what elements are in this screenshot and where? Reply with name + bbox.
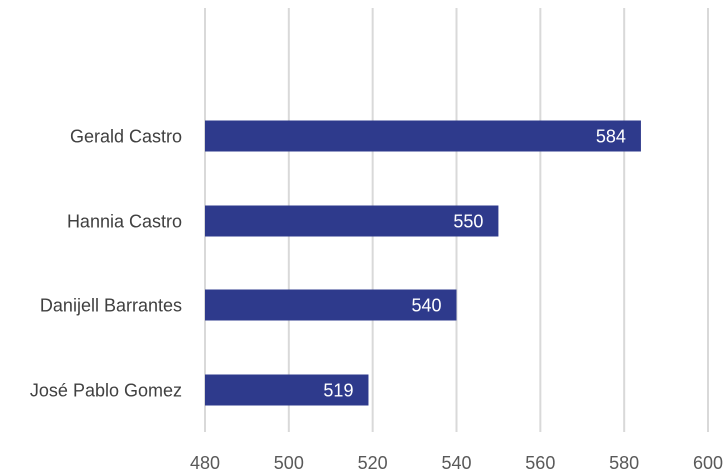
x-axis-tick-labels: 480 500 520 540 560 580 600: [190, 453, 723, 473]
bar: [205, 120, 641, 152]
x-tick-label: 580: [609, 453, 639, 473]
data-label: 550: [453, 212, 483, 232]
x-tick-label: 520: [358, 453, 388, 473]
category-label: Gerald Castro: [70, 127, 182, 147]
x-tick-label: 600: [693, 453, 723, 473]
x-tick-label: 540: [441, 453, 471, 473]
bar: [205, 205, 499, 237]
x-tick-label: 480: [190, 453, 220, 473]
data-label: 540: [411, 296, 441, 316]
bar: [205, 289, 457, 321]
category-label: Danijell Barrantes: [40, 296, 182, 316]
x-tick-label: 500: [274, 453, 304, 473]
category-label: Hannia Castro: [67, 212, 182, 232]
bar: [205, 374, 369, 406]
x-tick-label: 560: [525, 453, 555, 473]
data-label: 584: [596, 127, 626, 147]
data-label: 519: [323, 381, 353, 401]
category-labels: Gerald Castro Hannia Castro Danijell Barra…: [30, 127, 182, 401]
bars: 584 550 540 519: [205, 120, 641, 406]
category-label: José Pablo Gomez: [30, 381, 182, 401]
